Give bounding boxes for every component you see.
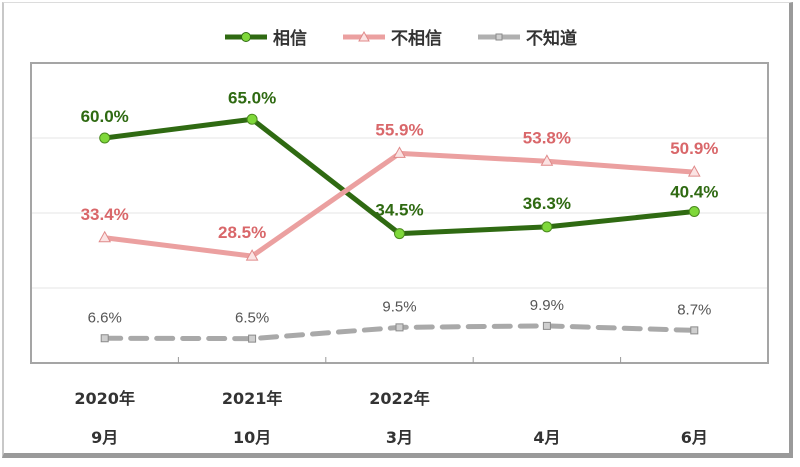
data-point-square-icon [690,326,699,335]
data-point-triangle-icon [687,165,701,177]
data-point-circle-icon [541,221,553,233]
data-point-circle-icon [688,206,700,217]
data-label: 33.4% [81,205,129,224]
data-label: 28.5% [218,223,266,242]
data-label: 40.4% [670,183,718,202]
data-label: 60.0% [81,107,129,126]
data-point-circle-icon [246,113,258,125]
data-point-triangle-icon [393,146,406,158]
data-label: 8.7% [677,301,711,318]
data-label: 6.6% [88,309,122,326]
legend-line-circle-icon [225,31,267,42]
data-label: 50.9% [670,139,718,158]
legend-label: 不知道 [526,29,577,49]
data-label: 34.5% [375,201,423,220]
data-point-triangle-icon [245,249,259,261]
data-label: 53.8% [523,128,571,147]
x-label-year: 2021年 [221,389,283,408]
data-label: 9.9% [530,297,564,314]
x-label-year: 2022年 [369,389,430,408]
legend-item-disbelieve: 不相信 [341,24,442,49]
chart-legend: 相信 不相信 不知道 [0,24,800,49]
data-label: 55.9% [375,120,423,139]
legend-line-triangle-icon [343,30,385,41]
data-point-triangle-icon [98,230,112,243]
legend-line-square-icon [478,33,520,40]
data-label: 36.3% [523,194,571,213]
legend-item-believe: 相信 [223,24,307,49]
plot-area-border [30,62,769,364]
legend-item-unknown: 不知道 [476,24,577,49]
data-point-square-icon [248,334,257,343]
data-point-square-icon [100,334,109,343]
legend-label: 相信 [273,29,307,49]
x-label-month: 4月 [533,428,561,447]
data-label: 9.5% [382,298,416,315]
x-label-month: 3月 [385,428,414,447]
data-label: 6.5% [235,310,269,327]
data-point-triangle-icon [540,154,554,166]
data-label: 65.0% [228,88,276,107]
x-label-month: 9月 [91,428,119,447]
data-point-circle-icon [99,132,111,144]
data-point-square-icon [395,323,404,332]
x-label-year: 2020年 [74,389,135,408]
x-label-month: 6月 [680,428,708,447]
data-point-square-icon [542,321,551,330]
x-label-month: 10月 [232,428,272,447]
legend-label: 不相信 [391,29,442,49]
data-point-circle-icon [394,228,405,240]
